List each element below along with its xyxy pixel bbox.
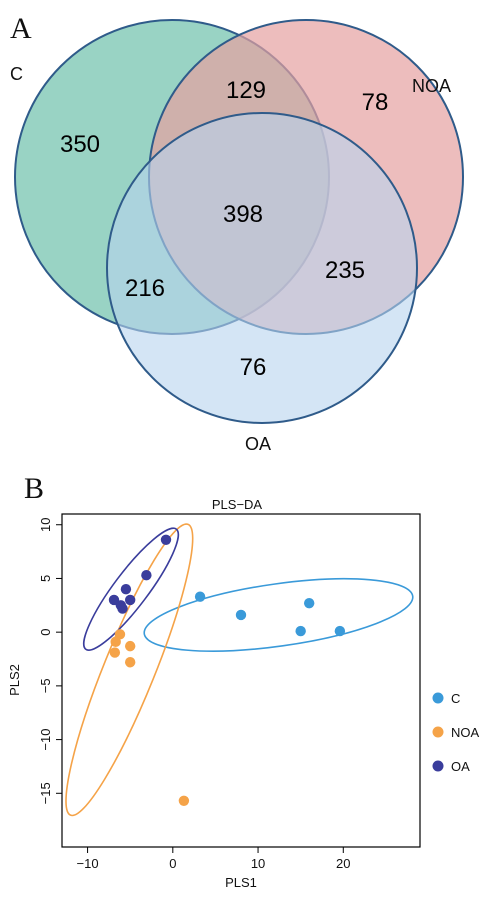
confidence-ellipses [65, 523, 414, 817]
ellipse-noa [65, 523, 194, 817]
venn-count-noa-only: 78 [362, 89, 389, 116]
venn-label-noa: NOA [412, 76, 451, 96]
point-noa [124, 657, 136, 668]
x-tick-label: 0 [169, 856, 176, 871]
point-noa [109, 647, 121, 658]
point-c [194, 591, 206, 602]
point-c [235, 609, 247, 621]
panel-b-letter: B [24, 472, 44, 505]
point-oa [141, 570, 152, 581]
y-tick-label: −15 [38, 782, 53, 804]
point-oa [117, 603, 128, 614]
legend-label-c: C [451, 691, 460, 706]
y-tick-label: 0 [38, 629, 53, 636]
venn-count-oa-only: 76 [240, 354, 267, 381]
venn-label-oa: OA [245, 434, 271, 454]
point-noa [178, 795, 190, 807]
point-oa [124, 594, 136, 606]
legend-marker-noa [432, 726, 444, 738]
ellipse-c [143, 578, 414, 652]
point-oa [160, 534, 172, 545]
venn-circle-oa [106, 112, 418, 424]
point-c [334, 625, 346, 637]
legend-label-noa: NOA [451, 725, 480, 740]
venn-panel: A C NOA OA 350 78 76 129 216 235 398 [10, 12, 464, 454]
y-axis: −15 −10 −5 0 5 10 [38, 518, 62, 804]
x-axis-label: PLS1 [225, 875, 257, 890]
ellipse-oa [82, 527, 180, 651]
data-points [108, 534, 346, 807]
venn-count-c-oa: 216 [125, 275, 165, 302]
legend-marker-c [432, 692, 444, 704]
point-c [303, 597, 315, 609]
y-tick-label: −10 [38, 729, 53, 751]
y-axis-label: PLS2 [7, 664, 22, 696]
venn-count-noa-oa: 235 [325, 257, 365, 284]
x-tick-label: 20 [336, 856, 350, 871]
venn-count-c-only: 350 [60, 131, 100, 158]
y-tick-label: 10 [38, 518, 53, 532]
x-tick-label: 10 [251, 856, 265, 871]
plot-frame [61, 513, 421, 848]
point-oa [120, 583, 132, 595]
y-tick-label: −5 [38, 678, 53, 693]
venn-count-all: 398 [223, 201, 263, 228]
venn-label-c: C [10, 64, 23, 84]
legend-label-oa: OA [451, 759, 470, 774]
legend: C NOA OA [432, 691, 480, 774]
y-tick-label: 5 [38, 575, 53, 582]
point-c [295, 625, 306, 637]
point-noa [124, 640, 136, 652]
legend-marker-oa [432, 760, 444, 772]
x-axis: −10 0 10 20 [77, 847, 351, 871]
panel-a-letter: A [10, 12, 32, 45]
venn-count-c-noa: 129 [226, 77, 266, 104]
x-tick-label: −10 [77, 856, 99, 871]
point-noa [110, 636, 121, 648]
plsda-panel: B PLS−DA −10 0 10 20 −15 −10 −5 0 5 10 PLS1 PLS2… [7, 472, 480, 890]
chart-title: PLS−DA [212, 497, 263, 512]
